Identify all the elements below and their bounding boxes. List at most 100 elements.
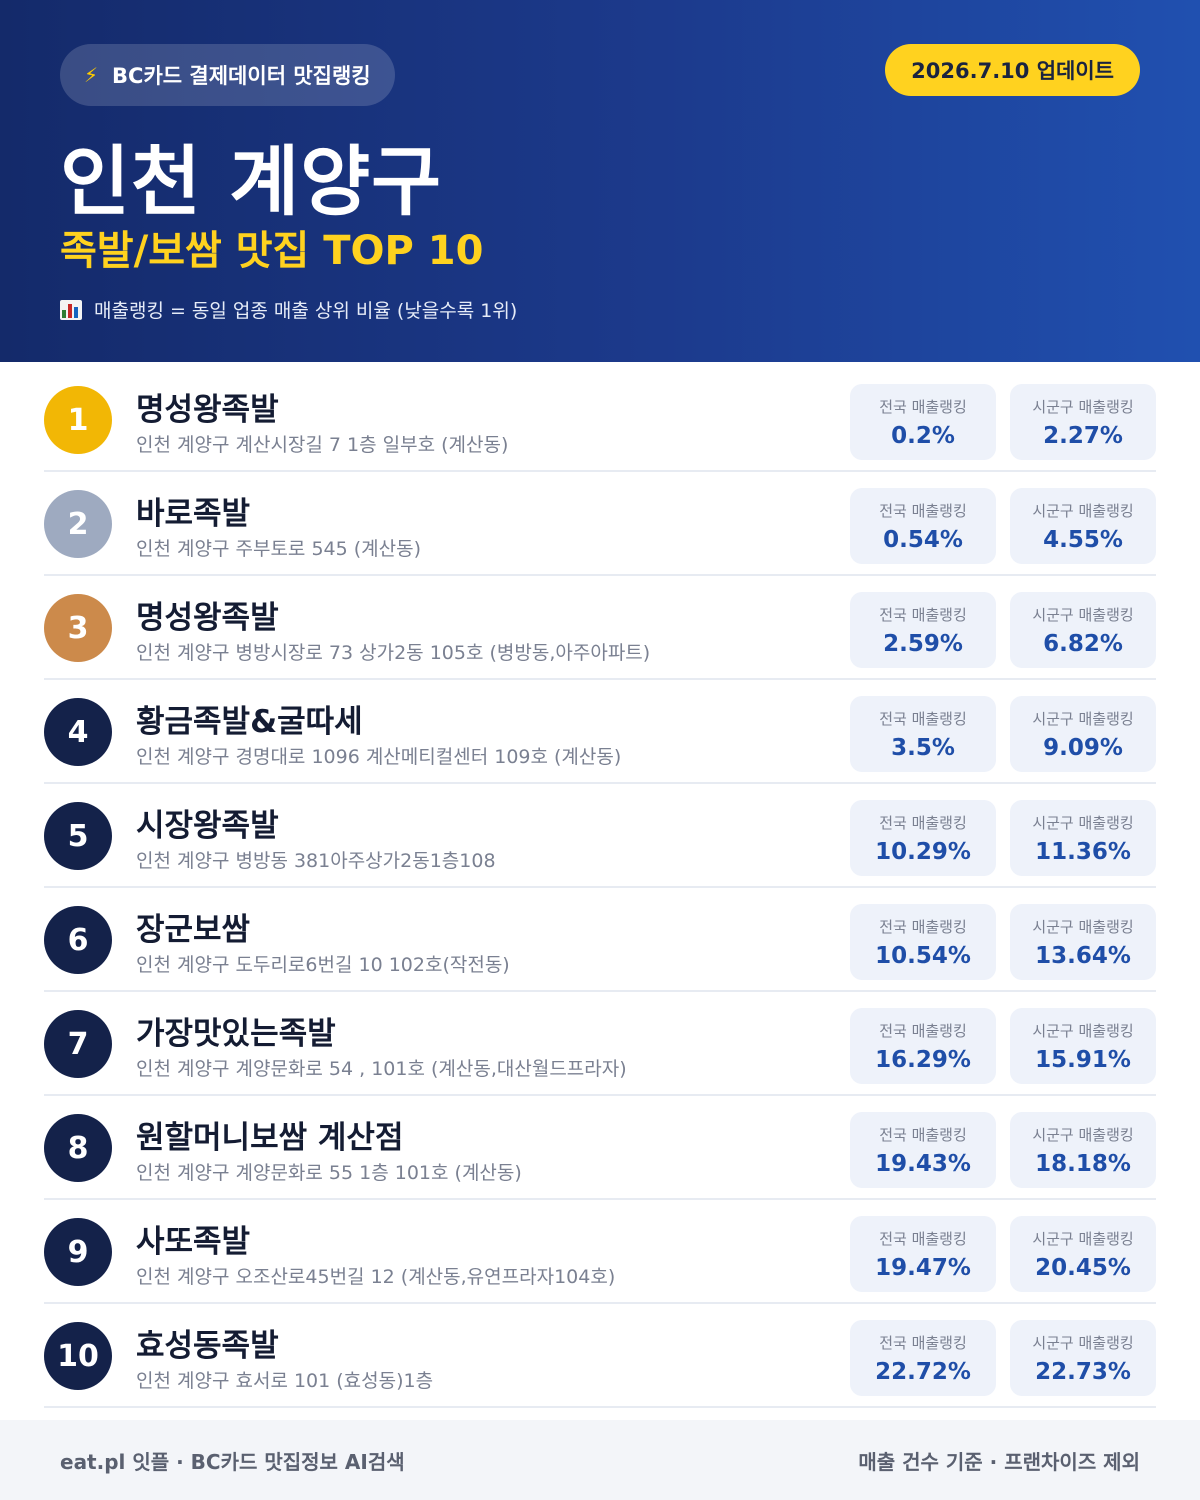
national-ranking-value: 10.29%: [875, 838, 971, 865]
national-ranking-box: 전국 매출랭킹 19.47%: [850, 1216, 996, 1292]
restaurant-name: 명성왕족발: [136, 392, 279, 428]
restaurant-address: 인천 계양구 병방동 381아주상가2동1층108: [136, 850, 496, 872]
national-ranking-label: 전국 매출랭킹: [879, 1333, 967, 1352]
ranking-note: 매출랭킹 = 동일 업종 매출 상위 비율 (낮을수록 1위): [60, 296, 517, 323]
local-ranking-box: 시군구 매출랭킹 4.55%: [1010, 488, 1156, 564]
local-ranking-value: 11.36%: [1035, 838, 1131, 865]
national-ranking-box: 전국 매출랭킹 0.54%: [850, 488, 996, 564]
national-ranking-label: 전국 매출랭킹: [879, 1229, 967, 1248]
national-ranking-value: 0.54%: [883, 526, 963, 553]
local-ranking-label: 시군구 매출랭킹: [1032, 501, 1134, 520]
national-ranking-box: 전국 매출랭킹 19.43%: [850, 1112, 996, 1188]
restaurant-name: 원할머니보쌈 계산점: [136, 1120, 404, 1156]
national-ranking-value: 22.72%: [875, 1358, 971, 1385]
local-ranking-value: 9.09%: [1043, 734, 1123, 761]
national-ranking-box: 전국 매출랭킹 3.5%: [850, 696, 996, 772]
list-item[interactable]: 7 가장맛있는족발 인천 계양구 계양문화로 54 , 101호 (계산동,대산월드…: [44, 992, 1156, 1096]
local-ranking-box: 시군구 매출랭킹 22.73%: [1010, 1320, 1156, 1396]
national-ranking-label: 전국 매출랭킹: [879, 813, 967, 832]
restaurant-address: 인천 계양구 계양문화로 55 1층 101호 (계산동): [136, 1162, 522, 1184]
local-ranking-value: 15.91%: [1035, 1046, 1131, 1073]
local-ranking-box: 시군구 매출랭킹 2.27%: [1010, 384, 1156, 460]
rank-badge: 7: [44, 1010, 112, 1078]
local-ranking-value: 6.82%: [1043, 630, 1123, 657]
national-ranking-label: 전국 매출랭킹: [879, 1021, 967, 1040]
restaurant-address: 인천 계양구 계산시장길 7 1층 일부호 (계산동): [136, 434, 509, 456]
national-ranking-value: 16.29%: [875, 1046, 971, 1073]
national-ranking-value: 3.5%: [891, 734, 955, 761]
local-ranking-box: 시군구 매출랭킹 18.18%: [1010, 1112, 1156, 1188]
ranking-note-text: 매출랭킹 = 동일 업종 매출 상위 비율 (낮을수록 1위): [94, 300, 518, 322]
restaurant-address: 인천 계양구 도두리로6번길 10 102호(작전동): [136, 954, 510, 976]
national-ranking-box: 전국 매출랭킹 0.2%: [850, 384, 996, 460]
restaurant-name: 효성동족발: [136, 1328, 279, 1364]
rank-badge: 4: [44, 698, 112, 766]
local-ranking-label: 시군구 매출랭킹: [1032, 1229, 1134, 1248]
local-ranking-value: 22.73%: [1035, 1358, 1131, 1385]
national-ranking-value: 10.54%: [875, 942, 971, 969]
local-ranking-value: 18.18%: [1035, 1150, 1131, 1177]
list-item[interactable]: 2 바로족발 인천 계양구 주부토로 545 (계산동) 전국 매출랭킹 0.54% 시군…: [44, 472, 1156, 576]
restaurant-address: 인천 계양구 병방시장로 73 상가2동 105호 (병방동,아주아파트): [136, 642, 651, 664]
local-ranking-box: 시군구 매출랭킹 20.45%: [1010, 1216, 1156, 1292]
local-ranking-label: 시군구 매출랭킹: [1032, 709, 1134, 728]
local-ranking-value: 20.45%: [1035, 1254, 1131, 1281]
national-ranking-value: 19.47%: [875, 1254, 971, 1281]
restaurant-address: 인천 계양구 계양문화로 54 , 101호 (계산동,대산월드프라자): [136, 1058, 627, 1080]
local-ranking-box: 시군구 매출랭킹 13.64%: [1010, 904, 1156, 980]
rank-badge: 5: [44, 802, 112, 870]
rank-badge: 10: [44, 1322, 112, 1390]
rank-badge: 6: [44, 906, 112, 974]
national-ranking-value: 0.2%: [891, 422, 955, 449]
local-ranking-box: 시군구 매출랭킹 11.36%: [1010, 800, 1156, 876]
rank-badge: 8: [44, 1114, 112, 1182]
footer: eat.pl 잇플 · BC카드 맛집정보 AI검색 매출 건수 기준 · 프랜…: [0, 1420, 1200, 1500]
page-subtitle: 족발/보쌈 맛집 TOP 10: [60, 228, 484, 274]
restaurant-name: 시장왕족발: [136, 808, 279, 844]
header-banner: ⚡ BC카드 결제데이터 맛집랭킹 2026.7.10 업데이트 인천 계양구 …: [0, 0, 1200, 362]
national-ranking-label: 전국 매출랭킹: [879, 501, 967, 520]
local-ranking-label: 시군구 매출랭킹: [1032, 1125, 1134, 1144]
restaurant-address: 인천 계양구 경명대로 1096 계산메티컬센터 109호 (계산동): [136, 746, 622, 768]
national-ranking-label: 전국 매출랭킹: [879, 1125, 967, 1144]
national-ranking-box: 전국 매출랭킹 16.29%: [850, 1008, 996, 1084]
local-ranking-label: 시군구 매출랭킹: [1032, 397, 1134, 416]
local-ranking-box: 시군구 매출랭킹 15.91%: [1010, 1008, 1156, 1084]
national-ranking-label: 전국 매출랭킹: [879, 397, 967, 416]
restaurant-address: 인천 계양구 오조산로45번길 12 (계산동,유연프라자104호): [136, 1266, 616, 1288]
list-item[interactable]: 4 황금족발&굴따세 인천 계양구 경명대로 1096 계산메티컬센터 109호 (…: [44, 680, 1156, 784]
national-ranking-value: 19.43%: [875, 1150, 971, 1177]
national-ranking-label: 전국 매출랭킹: [879, 917, 967, 936]
rank-badge: 2: [44, 490, 112, 558]
national-ranking-box: 전국 매출랭킹 10.29%: [850, 800, 996, 876]
local-ranking-label: 시군구 매출랭킹: [1032, 813, 1134, 832]
rank-badge: 1: [44, 386, 112, 454]
rank-badge: 3: [44, 594, 112, 662]
restaurant-name: 명성왕족발: [136, 600, 279, 636]
footer-source: eat.pl 잇플 · BC카드 맛집정보 AI검색: [60, 1449, 405, 1474]
footer-criteria: 매출 건수 기준 · 프랜차이즈 제외: [858, 1449, 1140, 1474]
rank-badge: 9: [44, 1218, 112, 1286]
restaurant-name: 장군보쌈: [136, 912, 251, 948]
national-ranking-box: 전국 매출랭킹 2.59%: [850, 592, 996, 668]
local-ranking-value: 13.64%: [1035, 942, 1131, 969]
page-title: 인천 계양구: [60, 137, 443, 226]
restaurant-name: 사또족발: [136, 1224, 251, 1260]
national-ranking-box: 전국 매출랭킹 22.72%: [850, 1320, 996, 1396]
local-ranking-value: 2.27%: [1043, 422, 1123, 449]
bar-chart-icon: [60, 299, 82, 320]
restaurant-address: 인천 계양구 효서로 101 (효성동)1층: [136, 1370, 434, 1392]
source-badge-label: BC카드 결제데이터 맛집랭킹: [112, 64, 371, 88]
local-ranking-box: 시군구 매출랭킹 6.82%: [1010, 592, 1156, 668]
national-ranking-label: 전국 매출랭킹: [879, 709, 967, 728]
ranking-list: 1 명성왕족발 인천 계양구 계산시장길 7 1층 일부호 (계산동) 전국 매출랭킹…: [44, 368, 1156, 1408]
local-ranking-label: 시군구 매출랭킹: [1032, 605, 1134, 624]
local-ranking-box: 시군구 매출랭킹 9.09%: [1010, 696, 1156, 772]
